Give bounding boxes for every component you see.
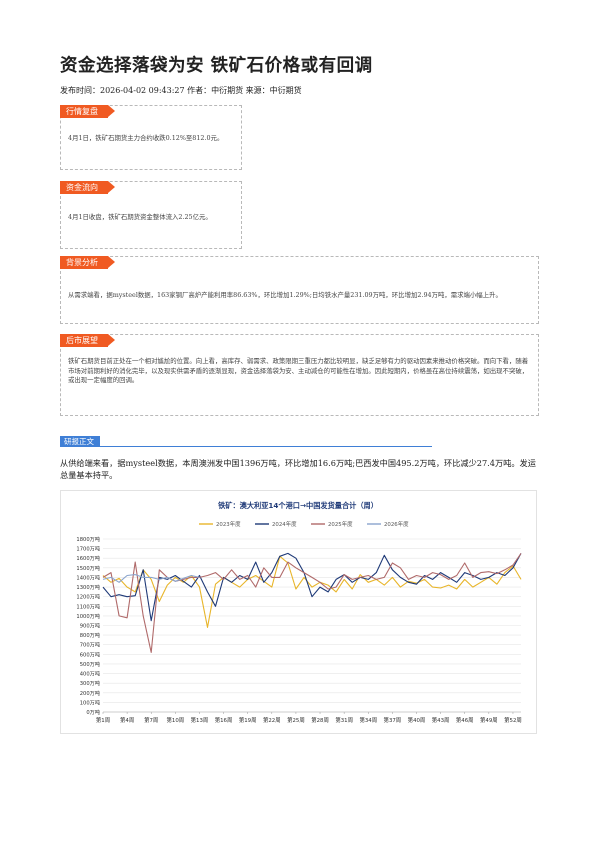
y-tick-label: 1800万吨 [76,535,100,543]
report-paragraph: 从供给端来看，据mysteel数据，本周澳洲发中国1396万吨，环比增加16.6… [60,458,536,480]
report-label: 研报正文 [60,436,100,447]
y-tick-label: 100万吨 [80,698,100,706]
chart-legend: 2023年度 2024年度 2025年度 2026年度 [199,520,409,528]
background-box: 背景分析 从需求端看，据mysteel数据，163家钢厂高炉产能利用率86.63… [60,256,539,324]
fund-flow-tag: 资金流向 [60,181,115,194]
y-tick-label: 1100万吨 [76,602,100,610]
legend-label: 2023年度 [216,520,241,528]
series-line-2025年度 [102,553,522,653]
y-tick-label: 600万吨 [80,650,100,658]
y-tick-label: 300万吨 [80,679,100,687]
x-tick-label: 第37周 [384,716,402,724]
y-tick-label: 0万吨 [86,708,100,716]
review-tag: 行情复盘 [60,105,115,118]
y-tick-label: 400万吨 [80,670,100,678]
series-line-2026年度 [102,574,200,583]
x-tick-label: 第52周 [504,716,522,724]
y-tick-label: 1200万吨 [76,593,100,601]
review-text: 4月1日，铁矿石期货主力合约收跌0.12%至812.0元。 [68,134,224,142]
shipment-chart: 铁矿：澳大利亚14个港口→中国发货量合计（周） 2023年度 2024年度 2025… [60,490,537,734]
fund-flow-text: 4月1日收盘，铁矿石期货资金整体流入2.25亿元。 [68,213,212,221]
x-tick-label: 第13周 [191,716,209,724]
x-tick-label: 第43周 [432,716,450,724]
x-tick-label: 第4周 [120,716,134,724]
background-text: 从需求端看，据mysteel数据，163家钢厂高炉产能利用率86.63%，环比增… [68,291,502,299]
x-tick-label: 第40周 [408,716,426,724]
outlook-text: 铁矿石期货目前正处在一个相对尴尬的位置。向上看，高库存、弱需求、政策限期三重压力… [68,357,529,384]
x-tick-label: 第49周 [480,716,498,724]
outlook-box: 后市展望 铁矿石期货目前正处在一个相对尴尬的位置。向上看，高库存、弱需求、政策限… [60,334,539,416]
x-tick-label: 第46周 [456,716,474,724]
x-tick-label: 第16周 [215,716,233,724]
x-tick-label: 第22周 [263,716,281,724]
report-header: 研报正文 [60,436,432,447]
y-tick-label: 1300万吨 [76,583,100,591]
y-tick-label: 1700万吨 [76,545,100,553]
chart-svg: 铁矿：澳大利亚14个港口→中国发货量合计（周） 2023年度 2024年度 2025… [76,501,522,724]
fund-flow-box: 资金流向 4月1日收盘，铁矿石期货资金整体流入2.25亿元。 [60,181,242,249]
report-divider [60,446,432,447]
review-box: 行情复盘 4月1日，铁矿石期货主力合约收跌0.12%至812.0元。 [60,105,242,170]
x-tick-label: 第34周 [359,716,377,724]
chart-series [102,552,522,653]
x-tick-label: 第28周 [311,716,329,724]
background-tag: 背景分析 [60,256,115,269]
y-tick-label: 1000万吨 [76,612,100,620]
chart-title: 铁矿：澳大利亚14个港口→中国发货量合计（周） [218,501,378,510]
y-tick-label: 900万吨 [80,622,100,630]
legend-label: 2026年度 [384,520,409,528]
legend-label: 2025年度 [328,520,353,528]
chart-grid [103,538,521,713]
x-axis: 第1周 第4周 第7周 第10周 第13周 第16周 第19周 第22周 第25周 第28周 第31… [96,712,522,724]
x-tick-label: 第31周 [335,716,353,724]
y-tick-label: 1600万吨 [76,554,100,562]
article-title: 资金选择落袋为安 铁矿石价格或有回调 [60,56,373,76]
x-tick-label: 第1周 [96,716,110,724]
y-tick-label: 1500万吨 [76,564,100,572]
series-line-2024年度 [102,552,522,622]
x-tick-label: 第10周 [167,716,185,724]
x-tick-label: 第19周 [239,716,257,724]
y-tick-label: 700万吨 [80,641,100,649]
y-tick-label: 200万吨 [80,689,100,697]
y-tick-label: 500万吨 [80,660,100,668]
x-tick-label: 第25周 [287,716,305,724]
y-tick-label: 1400万吨 [76,573,100,581]
legend-label: 2024年度 [272,520,297,528]
x-tick-label: 第7周 [144,716,158,724]
article-meta: 发布时间：2026-04-02 09:43:27 作者：中衍期货 来源：中衍期货 [60,86,302,95]
series-line-2023年度 [102,555,522,628]
y-tick-label: 800万吨 [80,631,100,639]
outlook-tag: 后市展望 [60,334,115,347]
